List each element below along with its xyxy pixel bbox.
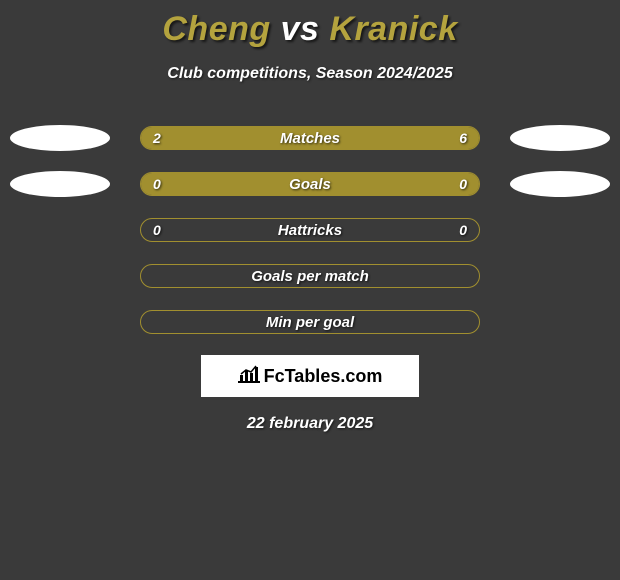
stat-label: Min per goal	[141, 311, 479, 333]
stat-label: Goals per match	[141, 265, 479, 287]
brand: FcTables.com	[238, 365, 383, 388]
player2-name: Kranick	[329, 10, 457, 48]
date-text: 22 february 2025	[0, 415, 620, 433]
stat-label: Hattricks	[141, 219, 479, 241]
stat-label: Goals	[141, 173, 479, 195]
stat-bar: Goals per match	[140, 264, 480, 288]
chart-icon	[238, 365, 260, 388]
brand-box: FcTables.com	[201, 355, 419, 397]
stat-bar: Min per goal	[140, 310, 480, 334]
vs-text: vs	[281, 10, 320, 48]
stat-row: 00Goals	[0, 171, 620, 197]
stat-rows: 26Matches 00Goals 00Hattricks Goals per mat…	[0, 125, 620, 335]
page-title: Cheng vs Kranick	[0, 0, 620, 49]
stat-row: 26Matches	[0, 125, 620, 151]
subtitle: Club competitions, Season 2024/2025	[0, 65, 620, 83]
player1-badge	[10, 125, 110, 151]
stat-bar: 26Matches	[140, 126, 480, 150]
stat-row: Goals per match	[0, 263, 620, 289]
player2-badge	[510, 171, 610, 197]
player1-badge	[10, 171, 110, 197]
stat-bar: 00Hattricks	[140, 218, 480, 242]
brand-text: FcTables.com	[264, 366, 383, 387]
stat-row: 00Hattricks	[0, 217, 620, 243]
stat-bar: 00Goals	[140, 172, 480, 196]
player2-badge	[510, 125, 610, 151]
player1-name: Cheng	[162, 10, 270, 48]
stat-row: Min per goal	[0, 309, 620, 335]
stat-label: Matches	[141, 127, 479, 149]
